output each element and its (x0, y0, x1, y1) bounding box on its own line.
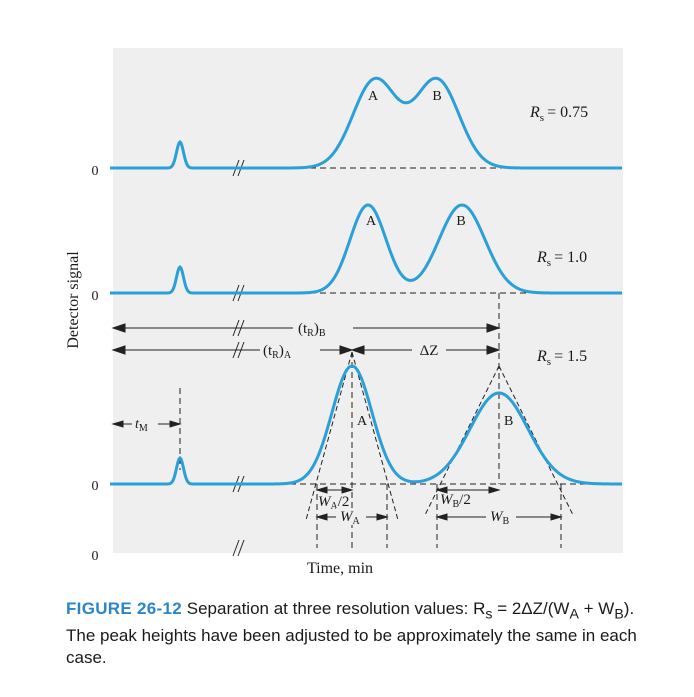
wa-label: WA (340, 509, 361, 527)
zero-label-trace3: 0 (92, 479, 99, 494)
axis-zero-label: 0 (92, 549, 99, 564)
peak-label-b-trace3: B (504, 414, 513, 429)
tangent-a-right (351, 351, 399, 521)
peak-label-b-trace1: B (432, 89, 441, 104)
wb-half-arrow (435, 486, 501, 494)
resolution-label-trace3: Rs = 1.5 (536, 348, 587, 368)
trace-line (110, 203, 622, 295)
wb-label: WB (490, 509, 510, 527)
resolution-label-trace2: Rs = 1.0 (536, 249, 587, 269)
peak-label-a-trace3: A (357, 414, 368, 429)
tra-label: (tR)A (263, 343, 292, 361)
chromatogram-trace-rs-1-0 (110, 203, 622, 295)
peak-label-b-trace2: B (456, 214, 465, 229)
wa-arrow (315, 513, 389, 521)
tangent-b-right (498, 365, 574, 516)
trb-label: (tR)B (298, 321, 326, 339)
x-axis-label: Time, min (307, 560, 373, 577)
y-axis-label: Detector signal (65, 251, 82, 349)
tm-label: tM (135, 417, 148, 434)
trace-line (110, 364, 622, 486)
chromatogram-trace-rs-1-5 (110, 364, 622, 486)
trace-line (110, 76, 622, 170)
wa-half-arrow (315, 486, 354, 494)
wa-half-label: WA/2 (318, 494, 349, 512)
zero-label-trace1: 0 (92, 164, 99, 179)
figure-caption: FIGURE 26-12 Separation at three resolut… (66, 599, 637, 668)
peak-label-a-trace2: A (366, 214, 377, 229)
zero-label-trace2: 0 (92, 289, 99, 304)
figure-caption-text: Separation at three resolution values: R (186, 599, 486, 618)
delta-z-label: ΔZ (420, 343, 439, 359)
tangent-a-left (305, 351, 353, 521)
figure-caption-label: FIGURE 26-12 (66, 599, 183, 618)
chromatogram-trace-rs-0-75 (110, 76, 622, 170)
resolution-label-trace1: Rs = 0.75 (529, 104, 588, 124)
wb-half-label: WB/2 (440, 492, 471, 510)
tm-arrow (111, 420, 182, 428)
plot-panel (113, 48, 623, 553)
peak-label-a-trace1: A (368, 89, 379, 104)
